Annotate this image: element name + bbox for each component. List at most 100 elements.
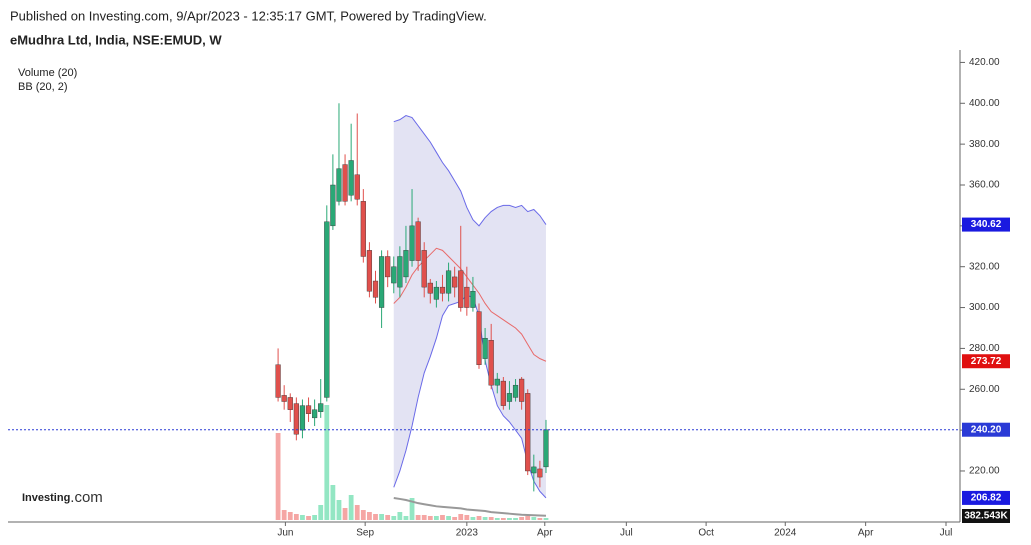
y-tick-label: 400.00 bbox=[969, 98, 1000, 109]
volume-bar bbox=[403, 516, 409, 520]
volume-bar bbox=[324, 405, 330, 520]
candle-body bbox=[403, 250, 409, 278]
y-tick-label: 280.00 bbox=[969, 343, 1000, 354]
candle-body bbox=[445, 270, 452, 294]
candle-body bbox=[397, 256, 403, 288]
candle-body bbox=[494, 378, 500, 386]
candle-body bbox=[464, 286, 470, 308]
candle-body bbox=[537, 468, 543, 478]
volume-bar bbox=[312, 515, 318, 520]
price-tag-label: 273.72 bbox=[971, 356, 1002, 367]
volume-bar bbox=[336, 500, 342, 520]
x-tick-label: Jun bbox=[277, 528, 293, 539]
candle-body bbox=[391, 266, 397, 284]
volume-bar bbox=[531, 517, 537, 520]
candle-body bbox=[378, 256, 385, 308]
price-tag bbox=[962, 490, 1010, 505]
volume-bar bbox=[440, 515, 445, 520]
volume-bar bbox=[300, 515, 305, 520]
candle-body bbox=[366, 250, 373, 292]
x-tick-label: Apr bbox=[537, 528, 553, 539]
candle-body bbox=[415, 221, 421, 261]
y-tick-label: 360.00 bbox=[969, 180, 1000, 191]
volume-bar bbox=[470, 517, 476, 520]
volume-bar bbox=[519, 517, 525, 520]
candle-body bbox=[324, 221, 330, 398]
bb-line bbox=[393, 114, 547, 227]
y-tick-label: 320.00 bbox=[969, 261, 1000, 272]
y-tick-label: 420.00 bbox=[969, 57, 1000, 68]
volume-bar bbox=[507, 518, 512, 520]
volume-bar bbox=[415, 515, 421, 520]
x-tick-label: Sep bbox=[356, 528, 374, 539]
candle-body bbox=[512, 384, 519, 398]
volume-bar bbox=[525, 516, 531, 520]
volume-bar bbox=[391, 516, 397, 520]
candle-body bbox=[342, 164, 348, 202]
candle-body bbox=[543, 429, 549, 468]
price-tag-label: 206.82 bbox=[971, 493, 1002, 504]
volume-bar bbox=[464, 515, 470, 520]
volume-bar bbox=[494, 518, 500, 520]
volume-bar bbox=[342, 508, 348, 520]
volume-bar bbox=[379, 514, 384, 520]
logo: Investing.com bbox=[22, 489, 103, 506]
volume-bar bbox=[293, 514, 299, 520]
x-tick-label: Jul bbox=[940, 528, 953, 539]
candle-body bbox=[470, 291, 476, 308]
volume-bar bbox=[373, 514, 378, 520]
band-area bbox=[393, 115, 546, 498]
volume-bar bbox=[476, 516, 482, 520]
volume-bar bbox=[275, 433, 281, 520]
volume-bar bbox=[421, 515, 427, 520]
volume-bar bbox=[513, 518, 518, 520]
candle-body bbox=[452, 276, 458, 288]
x-tick-label: 2024 bbox=[774, 528, 797, 539]
volume-bar bbox=[318, 505, 324, 520]
indicator: BB (20, 2) bbox=[18, 81, 68, 93]
candle-body bbox=[336, 168, 342, 202]
volume-bar bbox=[360, 510, 366, 520]
y-tick-label: 260.00 bbox=[969, 384, 1000, 395]
candle-body bbox=[330, 184, 336, 227]
candle-body bbox=[439, 286, 446, 294]
price-tag-label: 382.543K bbox=[964, 511, 1008, 522]
logo-suffix: .com bbox=[70, 489, 103, 506]
volume-bar bbox=[427, 516, 433, 520]
volume-bar bbox=[348, 495, 354, 520]
volume-ma bbox=[393, 497, 547, 517]
price-tag bbox=[962, 217, 1010, 232]
candle-body bbox=[506, 393, 513, 402]
candle-body bbox=[318, 403, 324, 412]
x-tick-label: Apr bbox=[858, 528, 874, 539]
candle-body bbox=[293, 403, 299, 435]
bb-line bbox=[393, 294, 547, 499]
candle-body bbox=[385, 256, 391, 278]
price-tag bbox=[962, 354, 1010, 369]
volume-bar bbox=[409, 498, 415, 520]
volume-bar bbox=[488, 517, 494, 520]
candle-body bbox=[500, 380, 506, 406]
candle-body bbox=[287, 397, 293, 410]
candle-body bbox=[519, 378, 525, 402]
price-tag-label: 240.20 bbox=[971, 424, 1002, 435]
y-tick-label: 220.00 bbox=[969, 466, 1000, 477]
price-tag bbox=[962, 422, 1010, 437]
price-tag-label: 340.62 bbox=[971, 219, 1002, 230]
volume-bar bbox=[482, 517, 488, 520]
x-tick-label: Jul bbox=[620, 528, 633, 539]
logo-brand: Investing bbox=[22, 492, 70, 504]
price-tag bbox=[962, 509, 1010, 523]
volume-bar bbox=[452, 517, 458, 520]
bb-line bbox=[393, 247, 547, 362]
candle-body bbox=[421, 250, 427, 288]
volume-bar bbox=[433, 516, 439, 520]
candle-body bbox=[299, 405, 306, 431]
volume-bar bbox=[385, 515, 391, 520]
candle-body bbox=[281, 395, 287, 402]
volume-bar bbox=[287, 512, 293, 520]
candle-body bbox=[360, 201, 366, 257]
candle-body bbox=[476, 311, 482, 365]
